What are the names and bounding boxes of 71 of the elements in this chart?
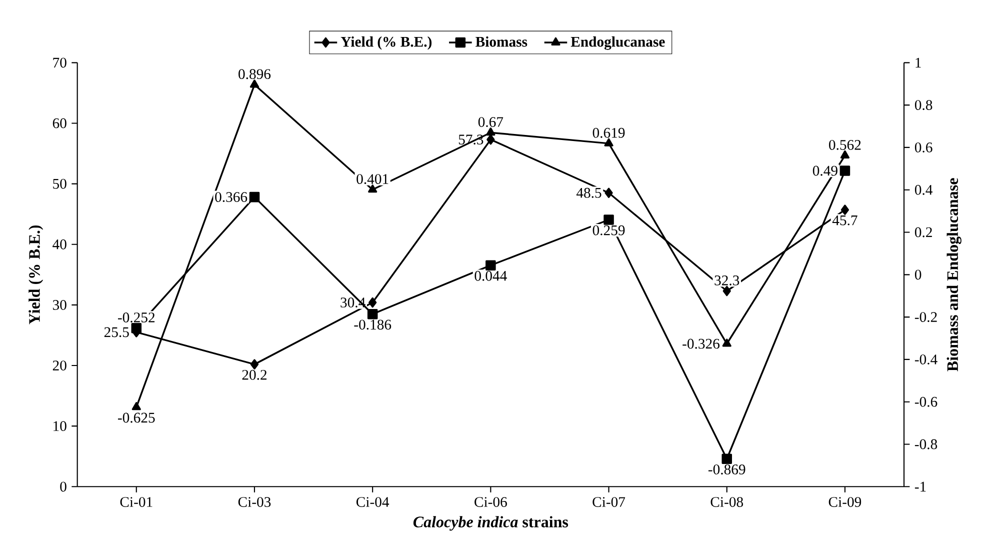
y2-tick-label: 0	[914, 270, 922, 280]
data-label: 0.896	[238, 69, 271, 80]
data-label: -0.869	[708, 464, 746, 474]
data-label: 0.044	[474, 270, 507, 281]
y-tick-label: 10	[54, 421, 66, 432]
point	[604, 138, 614, 146]
y2-tick-label: -0.2	[914, 312, 937, 322]
x-tick-label: Ci-09	[828, 497, 862, 507]
point	[722, 454, 732, 464]
point	[131, 322, 142, 334]
point	[486, 127, 496, 136]
point	[604, 214, 614, 225]
point	[840, 150, 850, 159]
point	[604, 188, 613, 198]
x-tick-label: Ci-01	[120, 497, 152, 507]
y2-tick-label: -0.8	[914, 439, 938, 450]
data-label: -0.186	[354, 320, 392, 330]
point	[368, 297, 377, 308]
y-tick-label: 40	[52, 239, 66, 250]
data-label: 20.2	[242, 370, 267, 380]
y-tick-label: 50	[53, 178, 66, 189]
y2-tick-label: 0.4	[914, 184, 933, 195]
y2-tick-label: 0.6	[914, 142, 932, 152]
point	[250, 359, 259, 370]
data-label: 0.619	[592, 128, 625, 138]
data-label: 0.401	[356, 174, 388, 184]
point	[486, 260, 496, 270]
point	[840, 204, 850, 215]
data-label: -0.326	[682, 338, 720, 349]
y2-tick-label: -1	[914, 482, 926, 492]
y2-tick-label: 0.2	[914, 227, 932, 238]
data-label: 0.562	[829, 140, 861, 150]
point	[486, 134, 495, 145]
data-label: 0.49	[812, 166, 838, 176]
y2-tick-label: 0.8	[914, 100, 932, 110]
data-label: 0.67	[478, 117, 504, 128]
data-label: -0.625	[118, 412, 155, 423]
y-tick-label: 30	[52, 300, 66, 310]
data-label: 48.5	[576, 188, 602, 198]
y2-tick-label: -0.6	[914, 396, 938, 407]
x-tick-label: Ci-06	[474, 497, 507, 507]
y-tick-label: 0	[60, 482, 66, 492]
data-label: 0.366	[215, 192, 248, 202]
x-axis-title: Calocybe indica strains	[413, 516, 568, 531]
point	[722, 286, 731, 296]
y-tick-label: 20	[52, 360, 66, 370]
legend-label: Endoglucanase	[570, 36, 665, 50]
x-tick-label: Ci-04	[356, 497, 390, 507]
y-tick-label: 60	[52, 118, 66, 128]
data-label: 32.3	[714, 276, 740, 286]
point	[132, 402, 141, 410]
y2-tick-label: -0.4	[914, 354, 938, 364]
legend-label: Biomass	[476, 36, 528, 47]
point	[367, 308, 378, 320]
x-tick-label: Ci-07	[592, 497, 626, 507]
y-tick-label: 70	[53, 58, 66, 68]
data-label: 45.7	[832, 215, 858, 226]
data-label: -0.252	[118, 312, 155, 322]
data-label: 25.5	[104, 327, 129, 338]
point	[368, 184, 378, 193]
x-tick-label: Ci-08	[710, 497, 744, 507]
data-label: 0.259	[592, 225, 625, 236]
point	[250, 80, 260, 88]
y-axis-title: Yield (% B.E.)	[28, 225, 44, 324]
x-tick-label: Ci-03	[238, 497, 271, 507]
y2-axis-title: Biomass and Endoglucanase	[946, 178, 962, 372]
point	[722, 338, 732, 347]
point	[840, 166, 850, 176]
point	[249, 192, 260, 202]
y2-tick-label: 1	[916, 58, 921, 68]
legend-label: Yield (% B.E.)	[340, 36, 432, 50]
